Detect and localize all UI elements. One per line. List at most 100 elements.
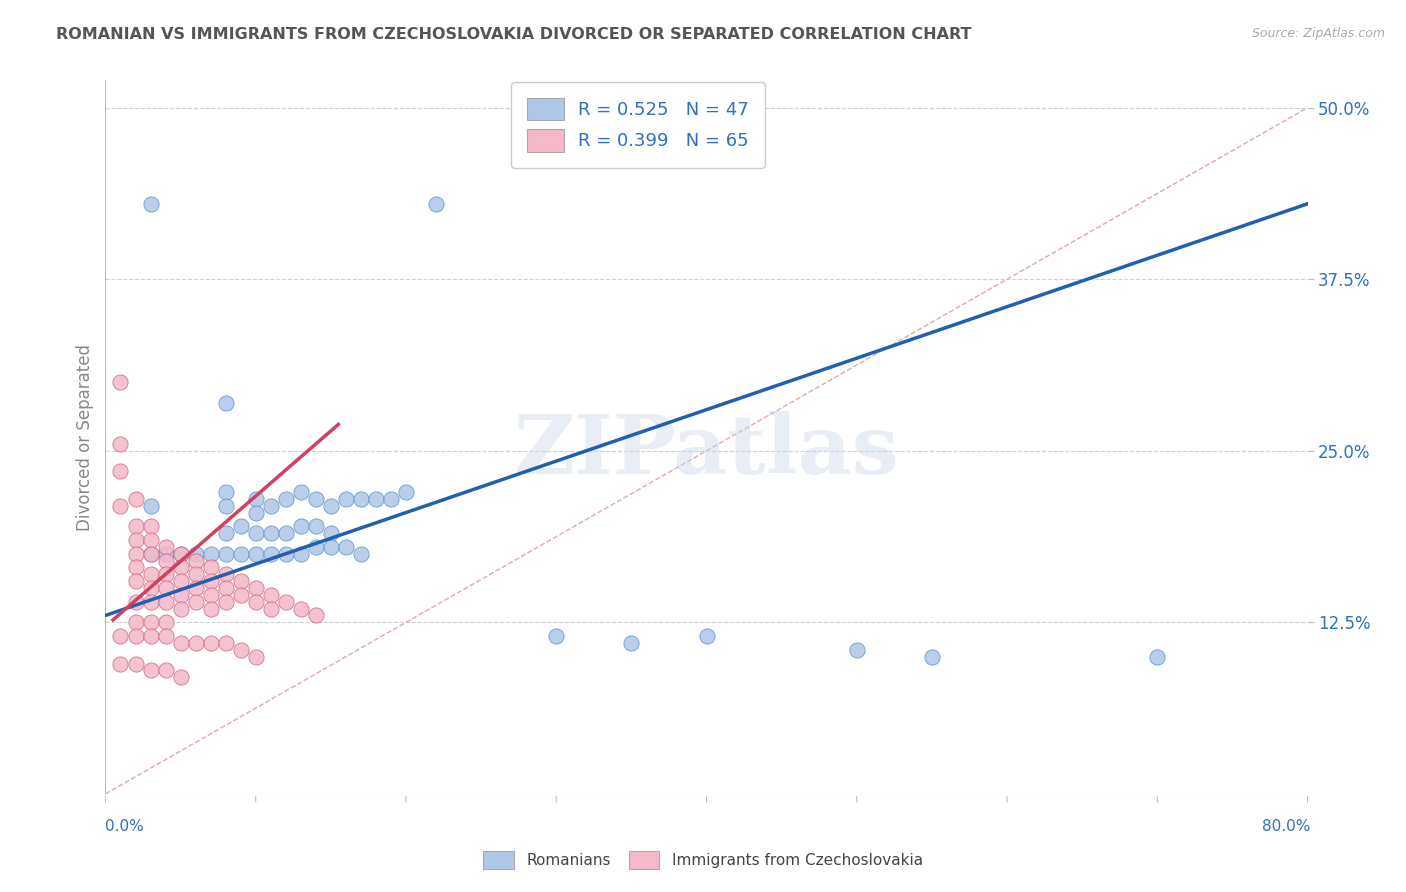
- Point: [229, 588, 252, 602]
- Point: [184, 567, 207, 582]
- Point: [124, 657, 146, 671]
- Point: [184, 553, 207, 567]
- Point: [229, 547, 252, 561]
- Point: [245, 649, 267, 664]
- Point: [124, 574, 146, 589]
- Point: [110, 629, 132, 643]
- Point: [245, 491, 267, 506]
- Point: [139, 581, 162, 595]
- Point: [245, 526, 267, 541]
- Text: ROMANIAN VS IMMIGRANTS FROM CZECHOSLOVAKIA DIVORCED OR SEPARATED CORRELATION CHA: ROMANIAN VS IMMIGRANTS FROM CZECHOSLOVAK…: [56, 27, 972, 42]
- Point: [274, 547, 297, 561]
- Point: [290, 519, 312, 533]
- Point: [620, 636, 643, 650]
- Point: [200, 560, 222, 574]
- Point: [124, 519, 146, 533]
- Point: [139, 533, 162, 547]
- Point: [184, 595, 207, 609]
- Point: [214, 636, 236, 650]
- Text: ZIPatlas: ZIPatlas: [513, 411, 900, 491]
- Point: [425, 196, 447, 211]
- Point: [200, 547, 222, 561]
- Point: [169, 601, 191, 615]
- Point: [214, 526, 236, 541]
- Point: [184, 636, 207, 650]
- Text: 80.0%: 80.0%: [1263, 820, 1310, 834]
- Point: [139, 615, 162, 630]
- Point: [921, 649, 943, 664]
- Point: [229, 642, 252, 657]
- Point: [169, 636, 191, 650]
- Point: [139, 499, 162, 513]
- Text: 0.0%: 0.0%: [105, 820, 145, 834]
- Point: [395, 485, 418, 500]
- Point: [229, 574, 252, 589]
- Point: [845, 642, 868, 657]
- Point: [139, 519, 162, 533]
- Text: Source: ZipAtlas.com: Source: ZipAtlas.com: [1251, 27, 1385, 40]
- Point: [110, 464, 132, 478]
- Point: [305, 540, 328, 554]
- Point: [1146, 649, 1168, 664]
- Point: [245, 581, 267, 595]
- Point: [110, 499, 132, 513]
- Point: [305, 608, 328, 623]
- Legend: R = 0.525   N = 47, R = 0.399   N = 65: R = 0.525 N = 47, R = 0.399 N = 65: [512, 82, 765, 168]
- Point: [245, 506, 267, 520]
- Point: [350, 547, 373, 561]
- Point: [184, 581, 207, 595]
- Point: [155, 553, 177, 567]
- Point: [274, 595, 297, 609]
- Point: [260, 588, 283, 602]
- Point: [124, 491, 146, 506]
- Point: [139, 595, 162, 609]
- Point: [169, 547, 191, 561]
- Point: [305, 519, 328, 533]
- Point: [290, 601, 312, 615]
- Point: [155, 595, 177, 609]
- Point: [350, 491, 373, 506]
- Point: [155, 581, 177, 595]
- Point: [124, 547, 146, 561]
- Point: [139, 567, 162, 582]
- Point: [155, 615, 177, 630]
- Point: [110, 657, 132, 671]
- Point: [214, 581, 236, 595]
- Point: [319, 526, 342, 541]
- Point: [260, 499, 283, 513]
- Point: [229, 519, 252, 533]
- Point: [124, 629, 146, 643]
- Point: [319, 499, 342, 513]
- Point: [139, 629, 162, 643]
- Point: [290, 485, 312, 500]
- Point: [110, 375, 132, 389]
- Point: [214, 396, 236, 410]
- Point: [155, 547, 177, 561]
- Point: [214, 485, 236, 500]
- Point: [155, 567, 177, 582]
- Point: [260, 547, 283, 561]
- Point: [169, 547, 191, 561]
- Point: [305, 491, 328, 506]
- Point: [335, 491, 357, 506]
- Point: [214, 547, 236, 561]
- Point: [274, 526, 297, 541]
- Legend: Romanians, Immigrants from Czechoslovakia: Romanians, Immigrants from Czechoslovaki…: [477, 845, 929, 875]
- Point: [124, 533, 146, 547]
- Y-axis label: Divorced or Separated: Divorced or Separated: [76, 343, 94, 531]
- Point: [169, 560, 191, 574]
- Point: [245, 595, 267, 609]
- Point: [200, 601, 222, 615]
- Point: [139, 547, 162, 561]
- Point: [139, 664, 162, 678]
- Point: [155, 629, 177, 643]
- Point: [169, 670, 191, 684]
- Point: [124, 595, 146, 609]
- Point: [155, 664, 177, 678]
- Point: [546, 629, 568, 643]
- Point: [139, 547, 162, 561]
- Point: [364, 491, 387, 506]
- Point: [319, 540, 342, 554]
- Point: [124, 615, 146, 630]
- Point: [260, 526, 283, 541]
